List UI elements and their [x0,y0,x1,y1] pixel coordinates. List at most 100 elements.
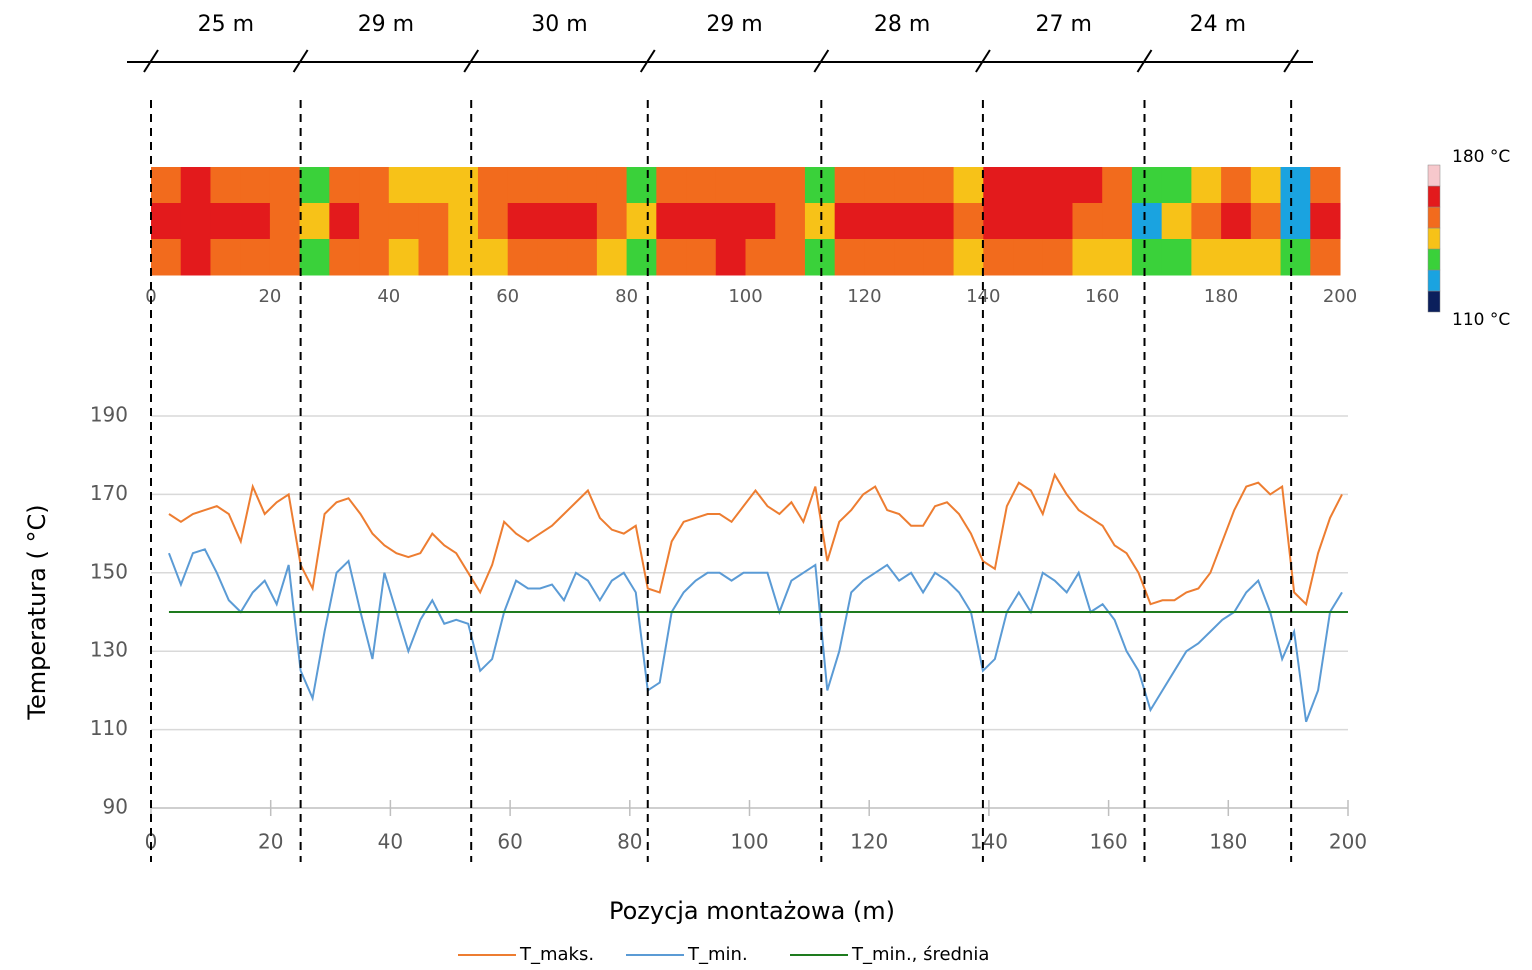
heat-cell [567,239,597,276]
heat-cell [864,239,894,276]
heat-cell [1191,167,1221,204]
heat-cell [1310,167,1340,204]
heat-x-tick-label: 40 [377,286,400,307]
heat-cell [270,239,300,276]
heat-cell [1310,203,1340,240]
heat-x-tick-label: 120 [847,286,881,307]
heat-cell [775,203,805,240]
heat-cell [954,167,984,204]
dimension-label: 29 m [358,12,414,37]
heat-cell [686,239,716,276]
heat-cell [448,167,478,204]
heat-cell [181,239,211,276]
heat-cell [894,239,924,276]
heat-cell [151,239,181,276]
x-tick-label: 200 [1329,830,1367,854]
heat-cell [716,239,746,276]
heat-cell [210,239,240,276]
heat-cell [894,203,924,240]
heat-cell [1102,239,1132,276]
heat-x-tick-label: 20 [258,286,281,307]
series-line [169,549,1342,721]
heat-cell [300,203,330,240]
heat-cell [1162,203,1192,240]
heat-cell [537,167,567,204]
heat-cell [746,239,776,276]
dimension-label: 27 m [1036,12,1092,37]
x-tick-label: 120 [850,830,888,854]
heat-cell [656,239,686,276]
colorbar-swatch [1428,165,1440,186]
heat-cell [419,239,449,276]
heat-cell [210,203,240,240]
heat-cell [1281,239,1311,276]
heat-cell [1043,239,1073,276]
heat-cell [448,239,478,276]
heat-cell [1102,167,1132,204]
heat-cell [656,203,686,240]
heat-cell [1162,239,1192,276]
heat-cell [508,203,538,240]
heat-cell [686,203,716,240]
y-tick-label: 150 [90,559,128,583]
heat-cell [1132,167,1162,204]
heat-cell [1251,203,1281,240]
heat-cell [924,239,954,276]
heat-cell [419,167,449,204]
heat-cell [805,203,835,240]
heat-cell [1281,203,1311,240]
heat-cell [1162,167,1192,204]
chart: Temperatura ( °C) Pozycja montażowa (m) … [0,0,1532,966]
heat-cell [1013,167,1043,204]
heat-cell [181,203,211,240]
heat-cell [1043,203,1073,240]
heat-cell [508,167,538,204]
heat-cell [894,167,924,204]
heat-cell [954,239,984,276]
y-tick-label: 90 [103,795,128,819]
heat-cell [389,167,419,204]
x-tick-label: 160 [1090,830,1128,854]
heat-cell [270,167,300,204]
colorbar-swatch [1428,207,1440,228]
heat-cell [359,239,389,276]
heat-cell [627,239,657,276]
heat-cell [1013,239,1043,276]
heat-cell [300,167,330,204]
y-tick-label: 190 [90,403,128,427]
heat-cell [1132,239,1162,276]
y-axis-title: Temperatura ( °C) [23,504,51,720]
heat-x-tick-label: 160 [1085,286,1119,307]
heat-cell [924,203,954,240]
heat-cell [567,203,597,240]
heat-cell [210,167,240,204]
heat-cell [864,203,894,240]
heat-cell [835,167,865,204]
heat-cell [627,203,657,240]
heat-cell [775,167,805,204]
y-tick-label: 130 [90,638,128,662]
colorbar-label: 180 °C [1452,147,1510,167]
heat-cell [537,239,567,276]
heat-cell [478,239,508,276]
heat-cell [419,203,449,240]
x-axis-title: Pozycja montażowa (m) [609,897,895,925]
heat-cell [716,203,746,240]
heat-cell [270,203,300,240]
heat-cell [1281,167,1311,204]
dimension-label: 24 m [1190,12,1246,37]
x-tick-label: 140 [970,830,1008,854]
dimension-label: 29 m [706,12,762,37]
heat-cell [805,239,835,276]
x-tick-label: 100 [730,830,768,854]
heat-cell [775,239,805,276]
heat-cell [1072,239,1102,276]
colorbar-label: 110 °C [1452,310,1510,330]
heat-cell [1132,203,1162,240]
heat-cell [359,203,389,240]
legend-label: T_min. [687,944,748,965]
heat-cell [567,167,597,204]
heat-cell [954,203,984,240]
heat-cell [151,203,181,240]
heat-cell [1191,239,1221,276]
